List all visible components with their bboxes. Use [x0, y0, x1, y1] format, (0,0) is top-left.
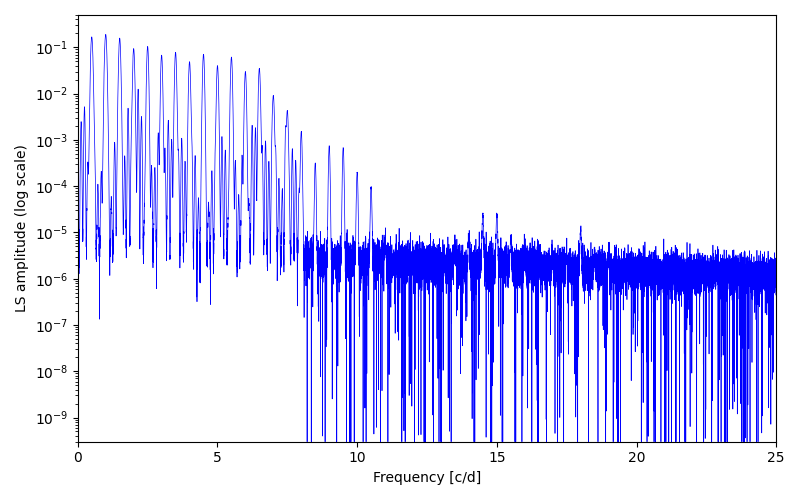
Y-axis label: LS amplitude (log scale): LS amplitude (log scale) [15, 144, 29, 312]
X-axis label: Frequency [c/d]: Frequency [c/d] [373, 471, 481, 485]
